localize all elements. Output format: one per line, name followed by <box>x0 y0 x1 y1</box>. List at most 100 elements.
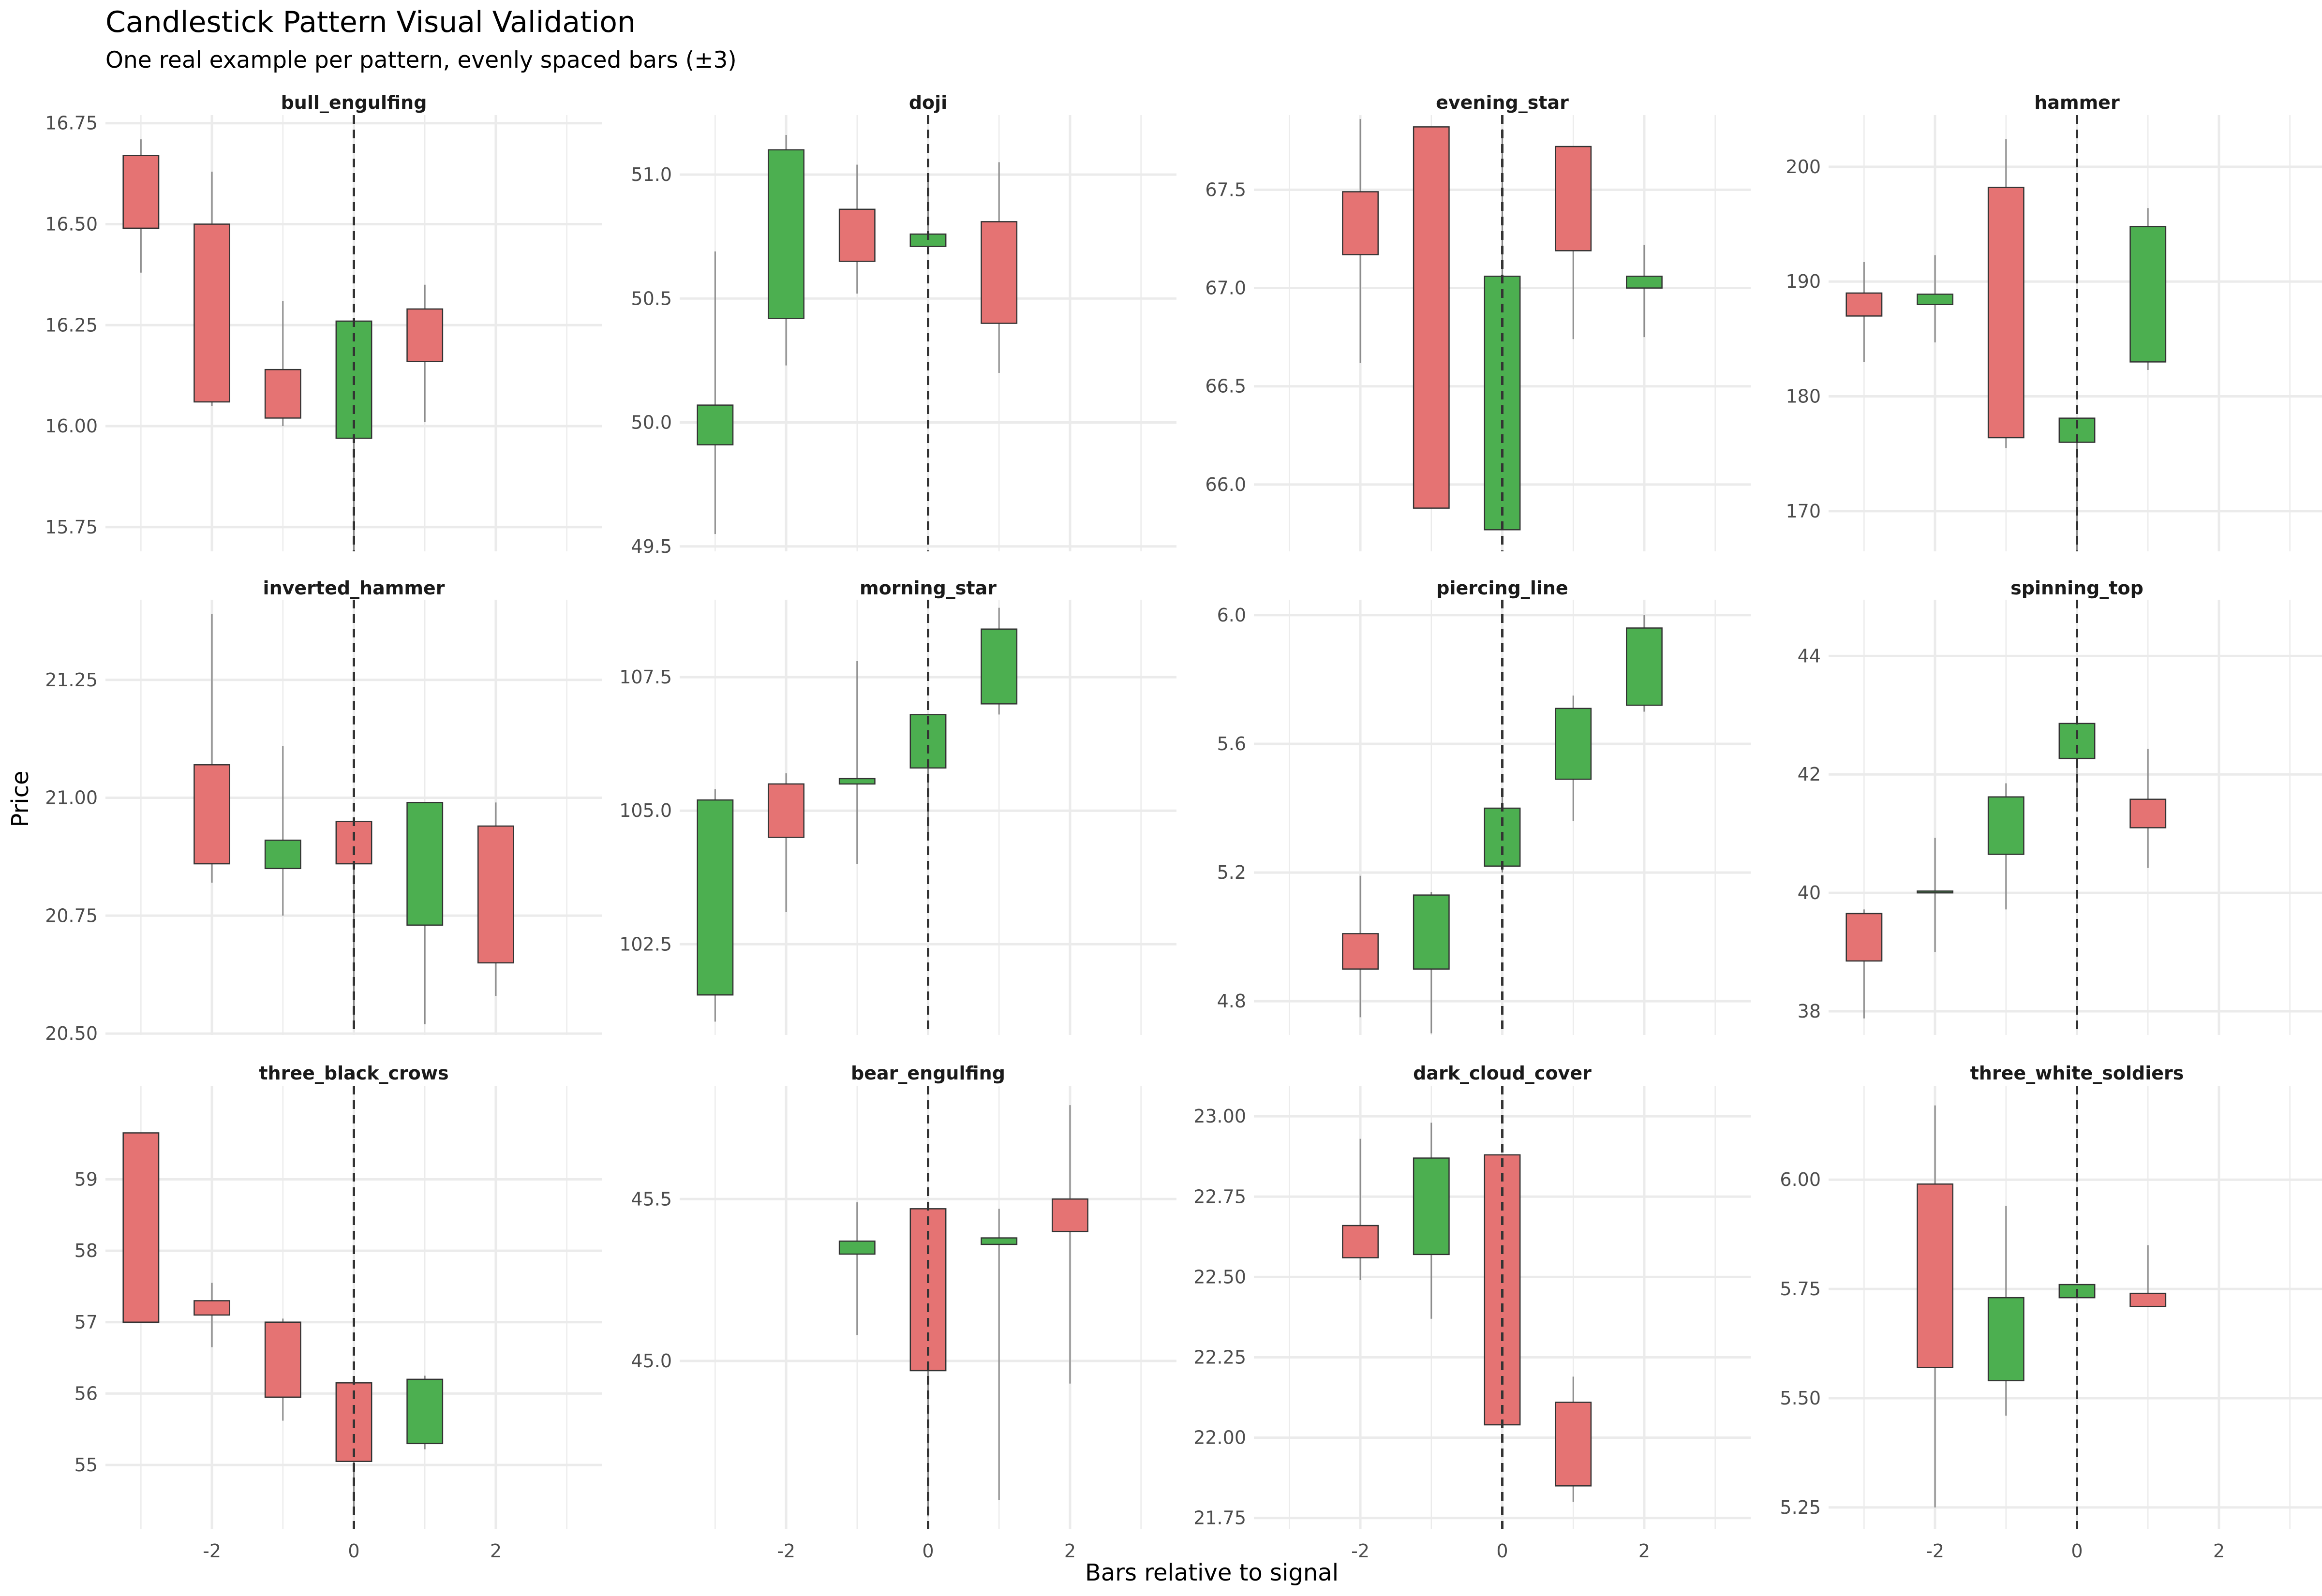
candle-body-down <box>1555 1402 1592 1487</box>
y-tick-label: 6.0 <box>1217 605 1246 626</box>
x-tick-label: 2 <box>490 1540 502 1562</box>
y-tick-label: 5.2 <box>1217 862 1246 883</box>
candle-body-up <box>1626 275 1663 289</box>
y-tick-label: 23.00 <box>1193 1106 1246 1127</box>
y-tick-label: 6.00 <box>1780 1169 1821 1190</box>
y-tick-label: 67.5 <box>1205 179 1246 200</box>
y-tick-label: 22.50 <box>1193 1266 1246 1287</box>
panel-title: spinning_top <box>2010 577 2143 599</box>
y-tick-label: 20.75 <box>45 905 98 926</box>
panel-title: piercing_line <box>1436 577 1568 599</box>
candle-body-down <box>981 221 1018 324</box>
candle-body-up <box>981 1237 1018 1245</box>
candle-body-up <box>981 628 1018 705</box>
y-tick-label: 107.5 <box>619 666 672 688</box>
y-tick-label: 16.00 <box>45 415 98 437</box>
candle-body-up <box>1987 1297 2024 1382</box>
candle-body-down <box>194 764 230 865</box>
y-tick-label: 5.6 <box>1217 733 1246 754</box>
y-tick-label: 200 <box>1786 156 1821 177</box>
y-tick-label: 21.75 <box>1193 1507 1246 1529</box>
candle-body-down <box>1987 187 2024 439</box>
x-tick-label: 2 <box>1638 1540 1650 1562</box>
y-tick-label: 42 <box>1798 764 1821 785</box>
candle-body-down <box>1846 292 1883 317</box>
x-tick-label: -2 <box>1926 1540 1944 1562</box>
y-tick-label: 56 <box>74 1383 98 1404</box>
panel-three-black-crows: three_black_crows 55 56 57 58 59 -2 0 2 <box>74 1063 602 1562</box>
x-tick-label: -2 <box>1351 1540 1369 1562</box>
x-tick-label: 0 <box>922 1540 934 1562</box>
candle-body-up <box>406 802 444 926</box>
x-tick-label: 2 <box>1064 1540 1076 1562</box>
y-tick-label: 22.75 <box>1193 1186 1246 1207</box>
candle-body-up <box>768 149 804 319</box>
y-tick-label: 170 <box>1786 501 1821 522</box>
y-tick-label: 22.25 <box>1193 1346 1246 1368</box>
facet-panels: bull_engulfing 15.75 16.00 16.25 16.50 16.75 d… <box>45 92 2322 1562</box>
y-tick-label: 21.00 <box>45 787 98 809</box>
y-tick-label: 49.5 <box>631 536 672 557</box>
candle-body-up <box>264 840 301 870</box>
y-tick-label: 66.5 <box>1205 376 1246 397</box>
panel-spinning-top: spinning_top 38 40 42 44 <box>1798 577 2322 1035</box>
panel-title: morning_star <box>860 577 997 599</box>
candle-body-up <box>1626 627 1663 706</box>
candle-body-up <box>697 799 734 996</box>
panel-title: bull_engulfing <box>281 92 427 113</box>
candle-body-down <box>194 1300 230 1316</box>
y-tick-label: 5.75 <box>1780 1278 1821 1300</box>
candle-body-down <box>1555 146 1592 251</box>
panel-piercing-line: piercing_line 4.8 5.2 5.6 6.0 <box>1217 577 1751 1035</box>
chart-title: Candlestick Pattern Visual Validation <box>105 5 636 39</box>
candle-body-down <box>1917 1183 1953 1368</box>
panel-title: hammer <box>2034 92 2120 113</box>
y-tick-label: 5.50 <box>1780 1388 1821 1409</box>
panel-title: inverted_hammer <box>263 577 445 599</box>
candle-body-down <box>2129 798 2167 828</box>
y-tick-label: 66.0 <box>1205 474 1246 495</box>
y-tick-label: 4.8 <box>1217 990 1246 1012</box>
candle-body-up <box>1987 796 2024 855</box>
y-tick-label: 15.75 <box>45 517 98 538</box>
candle-body-down <box>1052 1198 1088 1232</box>
candle-body-down <box>194 223 230 403</box>
y-tick-label: 16.25 <box>45 314 98 336</box>
y-tick-label: 16.75 <box>45 113 98 134</box>
y-tick-label: 67.0 <box>1205 278 1246 299</box>
candle-body-up <box>1413 1157 1450 1256</box>
panel-title: bear_engulfing <box>851 1063 1005 1084</box>
y-tick-label: 50.0 <box>631 412 672 433</box>
y-axis-title: Price <box>7 770 34 827</box>
panel-bull-engulfing: bull_engulfing 15.75 16.00 16.25 16.50 16.75 <box>45 92 602 551</box>
candle-body-down <box>122 155 160 229</box>
y-tick-label: 45.0 <box>631 1350 672 1372</box>
y-tick-label: 58 <box>74 1240 98 1261</box>
candle-body-up <box>406 1378 444 1445</box>
y-tick-label: 16.50 <box>45 214 98 235</box>
y-tick-label: 51.0 <box>631 164 672 185</box>
y-tick-label: 20.50 <box>45 1023 98 1044</box>
y-tick-label: 45.5 <box>631 1188 672 1210</box>
panel-morning-star: morning_star 102.5 105.0 107.5 <box>619 577 1176 1035</box>
chart-subtitle: One real example per pattern, evenly spa… <box>105 47 737 74</box>
candle-body-down <box>264 1321 301 1398</box>
candle-body-down <box>122 1132 160 1323</box>
candle-body-down <box>1342 1225 1379 1258</box>
candle-body-down <box>2129 1292 2167 1307</box>
panel-title: evening_star <box>1436 92 1569 113</box>
y-tick-label: 50.5 <box>631 288 672 309</box>
candle-body-down <box>1846 913 1883 962</box>
candle-body-up <box>2129 225 2167 363</box>
x-tick-label: 0 <box>348 1540 359 1562</box>
y-tick-label: 38 <box>1798 1001 1821 1022</box>
y-tick-label: 40 <box>1798 882 1821 903</box>
panel-title: doji <box>909 92 947 113</box>
candle-body-up <box>697 404 734 445</box>
panel-evening-star: evening_star 66.0 66.5 67.0 67.5 <box>1205 92 1751 551</box>
x-tick-label: -2 <box>203 1540 221 1562</box>
candle-body-up <box>1413 894 1450 970</box>
y-tick-label: 59 <box>74 1168 98 1190</box>
panel-inverted-hammer: inverted_hammer 20.50 20.75 21.00 21.25 <box>45 577 602 1044</box>
